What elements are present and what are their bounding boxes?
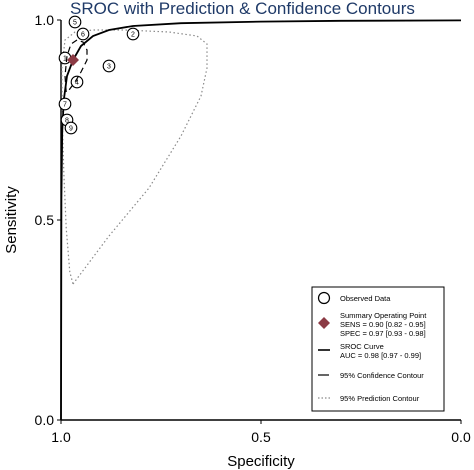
y-tick-label: 1.0 <box>35 12 55 28</box>
observed-point-label: 1 <box>63 56 67 63</box>
chart-title: SROC with Prediction & Confidence Contou… <box>70 0 415 18</box>
legend: Observed Data Summary Operating Point SE… <box>311 286 445 412</box>
summary-point <box>67 54 79 66</box>
observed-point-label: 7 <box>63 102 67 109</box>
observed-point <box>126 27 140 41</box>
legend-spec-text: SPEC = 0.97 [0.93 - 0.98] <box>340 329 426 338</box>
observed-point-label: 2 <box>131 32 135 39</box>
legend-prediction-label: 95% Prediction Contour <box>340 394 420 403</box>
confidence-contour <box>64 39 88 93</box>
legend-summary-label: Summary Operating Point <box>340 311 427 320</box>
observed-point <box>64 121 78 135</box>
legend-summary-marker <box>318 317 330 329</box>
observed-point <box>70 75 84 89</box>
observed-point-label: 4 <box>75 80 79 87</box>
legend-curve-label: SROC Curve <box>340 342 384 351</box>
prediction-contour <box>61 29 208 285</box>
plot-area: 0.0 0.5 1.0 1.0 0.5 0.0 1 2 3 4 56 7 89 <box>35 12 471 445</box>
observed-point <box>58 97 72 111</box>
x-axis-label: Specificity <box>227 453 295 470</box>
observed-point <box>102 59 116 73</box>
observed-point <box>76 27 90 41</box>
legend-sens-text: SENS = 0.90 [0.82 - 0.95] <box>340 320 426 329</box>
observed-point-label: 3 <box>107 64 111 71</box>
x-tick-label: 0.0 <box>451 429 471 445</box>
legend-box <box>311 286 445 412</box>
observed-point-label: 8 <box>65 118 69 125</box>
observed-point-label: 6 <box>81 32 85 39</box>
sroc-curve <box>60 19 462 421</box>
observed-point-label: 5 <box>73 20 77 27</box>
x-tick-label: 1.0 <box>51 429 71 445</box>
legend-auc-text: AUC = 0.98 [0.97 - 0.99] <box>340 351 421 360</box>
observed-point-label: 9 <box>69 126 73 133</box>
legend-observed-label: Observed Data <box>340 294 391 303</box>
legend-confidence-label: 95% Confidence Contour <box>340 371 424 380</box>
y-tick-label: 0.0 <box>35 412 55 428</box>
y-tick-label: 0.5 <box>35 212 55 228</box>
observed-point <box>68 15 82 29</box>
y-axis-label: Sensitivity <box>3 186 20 254</box>
x-tick-label: 0.5 <box>251 429 271 445</box>
legend-observed-marker <box>317 291 331 305</box>
